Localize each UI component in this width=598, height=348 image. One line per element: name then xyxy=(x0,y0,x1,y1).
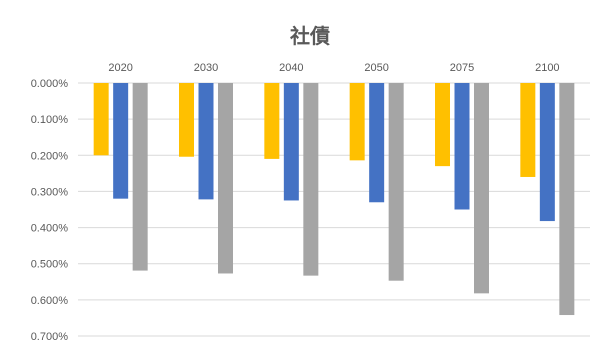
bar xyxy=(388,83,404,281)
bar xyxy=(349,83,365,161)
bar xyxy=(283,83,299,201)
category-label: 2040 xyxy=(279,62,303,74)
category-label: 2100 xyxy=(535,62,559,74)
bar xyxy=(218,83,233,274)
bar xyxy=(179,83,194,157)
bar xyxy=(198,83,214,200)
y-tick-label: 0.200% xyxy=(31,150,69,162)
bar xyxy=(454,83,470,210)
bar xyxy=(369,83,385,203)
y-tick-label: 0.400% xyxy=(31,223,69,235)
bars xyxy=(93,83,575,316)
bar xyxy=(303,83,319,276)
y-tick-label: 0.700% xyxy=(31,331,69,343)
bar xyxy=(539,83,555,222)
category-label: 2020 xyxy=(108,62,132,74)
bar xyxy=(559,83,575,316)
y-tick-label: 0.100% xyxy=(31,114,69,126)
y-tick-label: 0.500% xyxy=(31,259,69,271)
y-axis-tick-labels: 0.000% 0.100% 0.200% 0.300% 0.400% 0.500% 0.60… xyxy=(31,78,69,343)
category-label: 2075 xyxy=(450,62,474,74)
y-tick-label: 0.600% xyxy=(31,295,69,307)
bar xyxy=(113,83,129,199)
bar xyxy=(132,83,148,271)
y-tick-label: 0.000% xyxy=(31,78,69,90)
category-label: 2050 xyxy=(364,62,388,74)
bar xyxy=(435,83,450,167)
chart-title: 社債 xyxy=(289,24,330,48)
bar xyxy=(93,83,109,156)
bar xyxy=(520,83,536,177)
gridlines xyxy=(78,82,590,337)
bar xyxy=(474,83,489,294)
bar xyxy=(264,83,280,159)
y-tick-label: 0.300% xyxy=(31,186,69,198)
category-label: 2030 xyxy=(194,62,218,74)
category-labels: 2020 2030 2040 2050 2075 2100 xyxy=(108,62,559,74)
